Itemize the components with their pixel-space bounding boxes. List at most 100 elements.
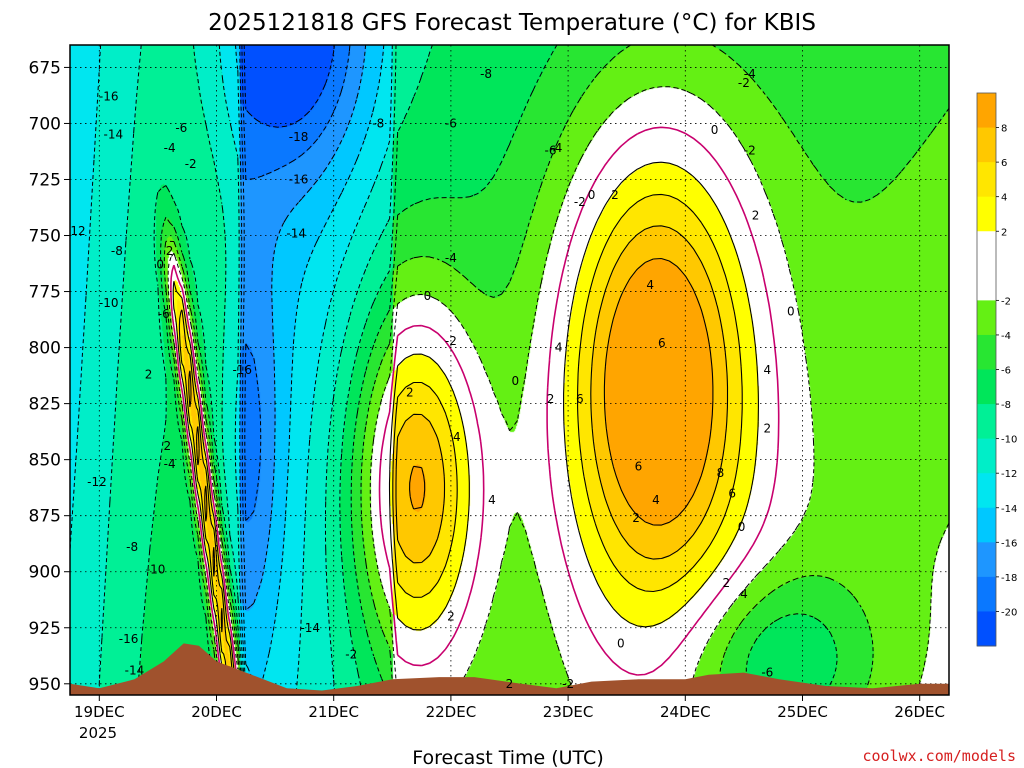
colorbar-tick-label: -10: [1001, 435, 1017, 446]
y-tick-label: 875: [29, 507, 61, 527]
contour-label: 0: [488, 706, 496, 720]
contour-negative-16: [239, 45, 367, 611]
colorbar-tick-label: -18: [1001, 573, 1017, 584]
contour-label: -4: [550, 141, 562, 155]
contour-label: -14: [286, 226, 306, 240]
contour-label: -6: [175, 121, 187, 135]
contour-label: 2: [145, 367, 153, 381]
colorbar-swatch: [977, 127, 996, 163]
colorbar-tick-label: -20: [1001, 607, 1017, 618]
contour-label: 4: [740, 587, 748, 601]
colorbar-swatch: [977, 507, 996, 543]
y-axis: 675 700 725 750 775 800 825 850 875 900 925 950: [29, 58, 70, 695]
temperature-field: [70, 45, 949, 695]
contour-negative-14: [235, 45, 385, 693]
colorbar-swatch: [977, 265, 996, 301]
contour-label: -18: [289, 130, 309, 144]
colorbar-tick-label: -8: [1001, 400, 1011, 411]
contour-label: -16: [99, 90, 119, 104]
contour-label: -2: [738, 76, 750, 90]
contour-label: -14: [300, 621, 320, 635]
x-tick-label: 22DEC: [426, 703, 477, 721]
contour-label: 2: [166, 244, 174, 258]
contour-label: 4: [488, 493, 496, 507]
colorbar-tick-label: -14: [1001, 504, 1017, 515]
y-tick-label: 700: [29, 114, 61, 134]
x-tick-label: 26DEC: [894, 703, 945, 721]
contour-negative-6: [160, 45, 838, 695]
contour-zero: [170, 126, 780, 695]
contour-label: 4: [646, 278, 654, 292]
contour-label: 2: [547, 392, 555, 406]
colorbar-tick-label: 2: [1001, 227, 1007, 238]
contour-label: -16: [289, 172, 309, 186]
contour-label: 2: [447, 610, 455, 624]
terrain-mask: [70, 643, 949, 695]
contour-positive-8: [409, 257, 714, 526]
contour-label: -14: [125, 663, 145, 677]
contour-label: -8: [111, 244, 123, 258]
contour-label: -4: [164, 457, 176, 471]
contour-label: -12: [66, 224, 86, 238]
colorbar: 8 6 4 2 -2 -4 -6 -8 -10 -12 -14 -16 -18 -20: [976, 92, 1017, 647]
colorbar-swatch: [977, 542, 996, 578]
grid-lines: [70, 45, 949, 695]
contour-label: -2: [744, 143, 756, 157]
y-tick-label: 825: [29, 395, 61, 415]
y-tick-label: 775: [29, 283, 61, 303]
colorbar-tick-label: -4: [1001, 331, 1011, 342]
contour-label: 0: [424, 289, 432, 303]
x-tick-label: 19DEC: [74, 703, 125, 721]
contour-label: -8: [372, 116, 384, 130]
colorbar-tick-label: 4: [1001, 193, 1007, 204]
contour-label: -6: [761, 666, 773, 680]
x-tick-label: 25DEC: [777, 703, 828, 721]
contour-label: -4: [164, 141, 176, 155]
contour-label: 6: [635, 459, 643, 473]
contour-negative-2: [167, 86, 949, 695]
contour-label: 2: [406, 385, 414, 399]
contour-label: -2: [574, 195, 586, 209]
contour-label: -6: [545, 143, 557, 157]
contour-label: -16: [119, 632, 139, 646]
contour-negative-12: [70, 45, 393, 695]
x-tick-label: 24DEC: [660, 703, 711, 721]
x-tick-label: 21DEC: [308, 703, 359, 721]
contour-label: 2: [506, 677, 514, 691]
colorbar-swatch: [977, 576, 996, 612]
y-tick-label: 675: [29, 58, 61, 78]
contour-label: 6: [658, 336, 666, 350]
colorbar-swatch: [977, 196, 996, 232]
contour-label: -8: [480, 67, 492, 81]
contour-label: 2: [611, 188, 619, 202]
contour-label: -2: [185, 157, 197, 171]
contour-label: -12: [87, 475, 107, 489]
contour-negative-20: [243, 45, 335, 128]
contour-labels: -16-14 -6-4-2-12-8 20-10-622-4-12-8-10-16-…: [66, 67, 795, 720]
contour-label: 2: [764, 421, 772, 435]
x-axis-label: Forecast Time (UTC): [412, 747, 603, 768]
contour-label: -2: [562, 677, 574, 691]
colorbar-swatch: [977, 162, 996, 198]
y-tick-label: 900: [29, 563, 61, 583]
contour-positive-2: [172, 161, 759, 695]
colorbar-swatch: [977, 369, 996, 405]
chart-title: 2025121818 GFS Forecast Temperature (°C)…: [208, 10, 816, 36]
colorbar-swatch: [977, 334, 996, 370]
contour-label: -6: [158, 307, 170, 321]
colorbar-tick-label: -12: [1001, 469, 1017, 480]
contour-label: 0: [787, 305, 795, 319]
contour-positive-6: [188, 225, 729, 690]
contour-label: -10: [146, 562, 166, 576]
contour-label: 2: [632, 511, 640, 525]
colorbar-tick-label: -2: [1001, 296, 1011, 307]
y-tick-label: 800: [29, 339, 61, 359]
colorbar-swatch: [977, 231, 996, 267]
colorbar-swatch: [977, 611, 996, 647]
contour-label: 0: [156, 258, 164, 272]
contour-negative-8: [136, 45, 433, 695]
contour-label: -10: [99, 296, 119, 310]
y-tick-label: 750: [29, 227, 61, 247]
contour-label: -6: [445, 116, 457, 130]
